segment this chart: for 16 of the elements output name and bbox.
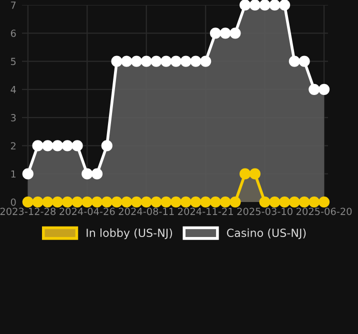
x-tick-label: 2025-03-10 — [237, 208, 292, 216]
legend-label: In lobby (US-NJ) — [86, 228, 172, 240]
y-tick-label: 1 — [11, 170, 16, 178]
y-tick-label: 6 — [10, 30, 16, 37]
y-tick-label: 2 — [10, 142, 16, 150]
legend-label: Casino (US-NJ) — [226, 228, 306, 240]
x-tick-label: 2024-11-21 — [178, 208, 233, 216]
y-tick-label: 3 — [11, 114, 16, 122]
y-tick-label: 7 — [11, 2, 16, 9]
x-tick-label: 2024-08-11 — [118, 208, 174, 216]
y-tick-label: 4 — [10, 86, 16, 94]
y-tick-label: 0 — [10, 198, 16, 206]
x-tick-label: 2023-12-28 — [0, 208, 56, 216]
y-tick-label: 5 — [11, 58, 16, 66]
x-tick-label: 2024-04-26 — [60, 208, 115, 216]
x-tick-label: 2025-06-20 — [296, 208, 352, 216]
